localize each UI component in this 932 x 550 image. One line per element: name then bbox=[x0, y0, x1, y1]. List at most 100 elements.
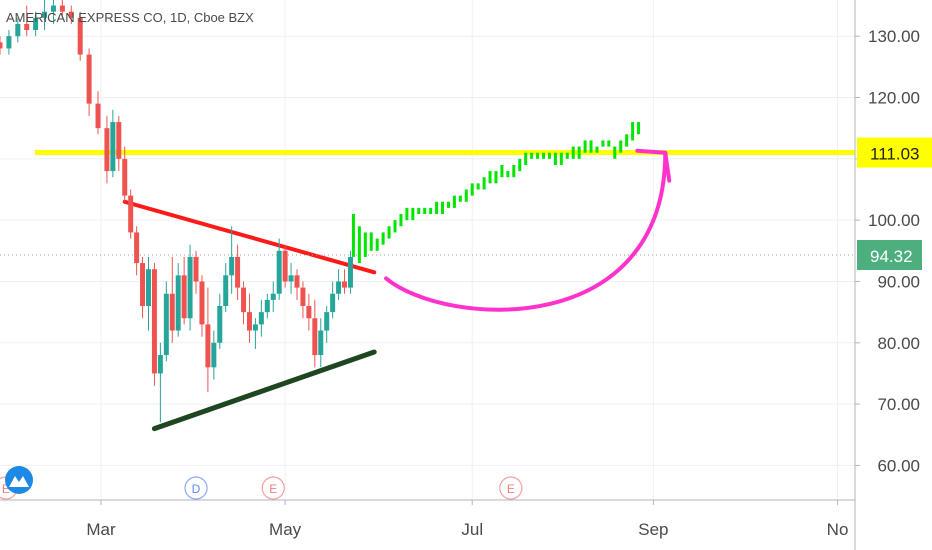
chart-title: AMERICAN EXPRESS CO, 1D, Cboe BZX bbox=[6, 10, 254, 25]
candle-body bbox=[235, 256, 241, 288]
candle-body bbox=[0, 42, 3, 49]
candle-body bbox=[300, 287, 306, 306]
candle-body bbox=[116, 122, 122, 159]
candle-body bbox=[134, 232, 140, 264]
projection-bar bbox=[452, 195, 456, 208]
candle-body bbox=[342, 281, 348, 288]
y-tick-label: 80.00 bbox=[877, 334, 920, 353]
projection-bar bbox=[351, 214, 355, 257]
candle bbox=[157, 342, 163, 423]
projection-bar bbox=[601, 140, 605, 147]
candle bbox=[95, 91, 101, 135]
projection-bar bbox=[625, 134, 629, 147]
last-price-label-text: 94.32 bbox=[870, 247, 913, 266]
projection-bar bbox=[613, 146, 617, 159]
projection-bar bbox=[381, 232, 385, 245]
candle-body bbox=[330, 293, 336, 313]
projection-bar bbox=[637, 122, 641, 135]
x-tick-label: Mar bbox=[86, 520, 116, 539]
candle bbox=[235, 244, 241, 300]
projection-bar bbox=[547, 152, 551, 159]
candle bbox=[116, 115, 122, 172]
projection-bar bbox=[458, 195, 462, 202]
candle bbox=[0, 36, 3, 55]
projection-bar bbox=[619, 140, 623, 153]
projection-bar bbox=[393, 220, 397, 233]
candle-body bbox=[324, 312, 330, 331]
candle bbox=[288, 263, 294, 294]
candle bbox=[306, 293, 312, 331]
y-tick-label: 100.00 bbox=[868, 211, 920, 230]
candle bbox=[187, 244, 193, 331]
projection-bar bbox=[429, 207, 433, 215]
candle bbox=[140, 256, 146, 319]
event-marker-label: E bbox=[2, 482, 10, 496]
tradingview-logo-icon[interactable] bbox=[5, 466, 33, 494]
candle bbox=[330, 281, 336, 319]
candle-body bbox=[187, 256, 193, 319]
candle-body bbox=[336, 281, 342, 294]
curved-arrow bbox=[384, 148, 672, 312]
candle-body bbox=[246, 312, 252, 331]
price-labels: 111.03 94.32 bbox=[857, 137, 932, 270]
projection-bar bbox=[512, 164, 516, 178]
candle bbox=[110, 109, 116, 178]
candle bbox=[33, 11, 39, 37]
candle-body bbox=[122, 158, 128, 196]
candle-body bbox=[104, 128, 110, 172]
candle-body bbox=[42, 11, 48, 18]
candle bbox=[264, 293, 270, 319]
x-tick-label: Jul bbox=[461, 520, 483, 539]
trendlines bbox=[122, 199, 377, 432]
candle-body bbox=[15, 23, 21, 37]
candle-body bbox=[276, 250, 282, 294]
candle bbox=[347, 250, 353, 294]
projection-bar bbox=[536, 152, 540, 159]
candle-series bbox=[0, 0, 353, 423]
candle bbox=[282, 244, 288, 288]
x-tick-label: No bbox=[827, 520, 849, 539]
candle bbox=[217, 293, 223, 349]
candle bbox=[15, 17, 21, 43]
projection-bar bbox=[553, 152, 557, 165]
projection-bar bbox=[470, 183, 474, 196]
event-marker-circle bbox=[499, 476, 523, 500]
candle-body bbox=[6, 36, 12, 49]
projection-bar bbox=[423, 207, 427, 215]
candle-body bbox=[151, 269, 157, 374]
candle-body bbox=[59, 5, 65, 12]
candle bbox=[258, 299, 264, 337]
projection-bar bbox=[417, 207, 421, 215]
candle-body bbox=[181, 275, 187, 319]
candle-body bbox=[33, 17, 39, 31]
resistance-label-text: 111.03 bbox=[870, 145, 919, 164]
y-tick-label: 60.00 bbox=[877, 456, 920, 475]
projection-bar bbox=[518, 158, 522, 172]
grid bbox=[0, 0, 855, 500]
event-marker: D bbox=[184, 476, 208, 500]
candle-body bbox=[258, 312, 264, 325]
projection-bar bbox=[441, 201, 445, 215]
candle-body bbox=[270, 293, 276, 300]
upper-trendline bbox=[122, 199, 377, 275]
candle-body bbox=[252, 324, 258, 331]
projection-bar bbox=[500, 164, 504, 178]
candle-body bbox=[50, 5, 56, 12]
candle bbox=[122, 146, 128, 202]
candle bbox=[169, 256, 175, 343]
candle bbox=[163, 281, 169, 362]
candle bbox=[270, 281, 276, 313]
projection-bar bbox=[435, 201, 439, 215]
candle-body bbox=[312, 318, 318, 356]
candle bbox=[246, 293, 252, 343]
candle-body bbox=[193, 256, 199, 282]
event-marker-label: E bbox=[507, 482, 515, 496]
projection-bar bbox=[405, 207, 409, 221]
candle bbox=[229, 226, 235, 294]
candle-body bbox=[24, 23, 30, 31]
candle-body bbox=[128, 195, 134, 233]
